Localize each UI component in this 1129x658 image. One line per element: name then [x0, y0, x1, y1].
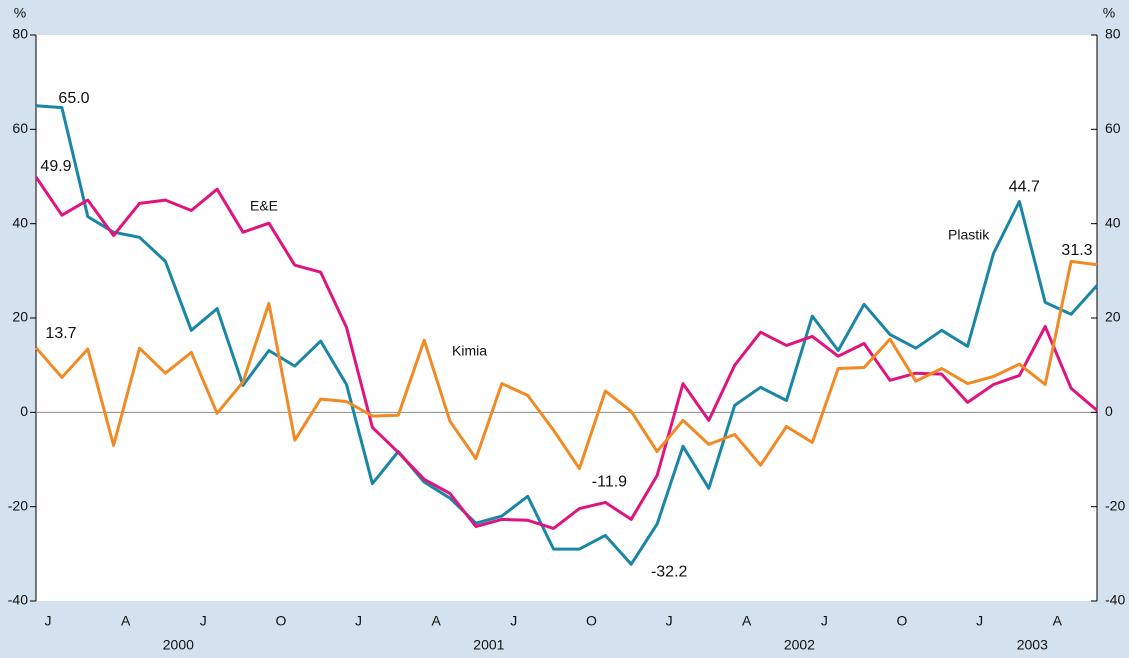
y2-tick-label: -20 — [1105, 497, 1125, 513]
y2-tick-label: -40 — [1105, 592, 1125, 608]
y-tick-label: 0 — [20, 403, 28, 419]
series-name: Kimia — [452, 343, 487, 359]
plot-area — [36, 35, 1097, 601]
x-tick-label: J — [45, 613, 52, 629]
x-tick-label: O — [275, 613, 286, 629]
value-label: 65.0 — [58, 90, 89, 107]
y-tick-label: 20 — [12, 309, 28, 325]
y-tick-label: 80 — [12, 26, 28, 42]
y2-tick-label: 40 — [1105, 214, 1121, 230]
y-tick-label: -20 — [8, 497, 28, 513]
year-label: 2000 — [163, 637, 194, 653]
x-tick-label: J — [510, 613, 517, 629]
y-tick-label: 40 — [12, 214, 28, 230]
x-tick-label: O — [897, 613, 908, 629]
x-tick-label: J — [666, 613, 673, 629]
series-line — [34, 176, 1098, 530]
series-name: Plastik — [948, 227, 990, 243]
value-label: 13.7 — [45, 325, 76, 342]
value-label: -11.9 — [592, 474, 627, 491]
y2-tick-label: 80 — [1105, 26, 1121, 42]
value-label: 31.3 — [1061, 242, 1092, 259]
x-tick-label: A — [742, 613, 752, 629]
x-tick-label: J — [355, 613, 362, 629]
y2-axis-label: % — [1103, 5, 1115, 21]
year-label: 2002 — [784, 637, 815, 653]
x-tick-label: J — [200, 613, 207, 629]
x-tick-label: A — [431, 613, 441, 629]
series-line — [35, 104, 1099, 566]
y-tick-label: 60 — [12, 120, 28, 136]
value-label: -32.2 — [651, 563, 688, 580]
x-tick-label: A — [1053, 613, 1063, 629]
value-label: 44.7 — [1009, 179, 1040, 196]
y2-tick-label: 0 — [1105, 403, 1113, 419]
series-line — [34, 259, 1098, 470]
value-label: 49.9 — [40, 158, 71, 175]
x-tick-label: A — [121, 613, 131, 629]
y-tick-label: -40 — [8, 592, 28, 608]
year-label: 2003 — [1017, 637, 1048, 653]
y2-tick-label: 60 — [1105, 120, 1121, 136]
y2-tick-label: 20 — [1105, 309, 1121, 325]
series-name: E&E — [250, 198, 278, 214]
year-label: 2001 — [473, 637, 504, 653]
x-tick-label: J — [976, 613, 983, 629]
x-tick-label: O — [586, 613, 597, 629]
y-axis-label: % — [14, 5, 26, 21]
x-tick-label: J — [821, 613, 828, 629]
